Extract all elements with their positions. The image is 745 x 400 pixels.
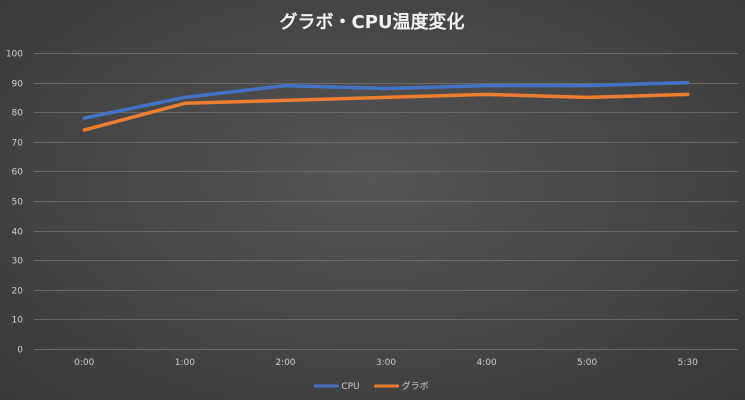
chart-title: グラボ・CPU温度変化 — [279, 11, 464, 33]
y-tick-label: 20 — [12, 287, 24, 297]
x-tick-label: 4:00 — [476, 358, 496, 368]
legend-label-2: グラボ — [402, 380, 429, 392]
x-axis-tick-labels: 0:00 1:00 2:00 3:00 4:00 5:00 5:30 — [74, 358, 698, 368]
data-point — [485, 92, 489, 96]
data-point — [686, 81, 690, 85]
data-point — [183, 101, 187, 105]
y-tick-label: 80 — [12, 109, 24, 119]
y-tick-label: 90 — [12, 80, 24, 90]
data-point — [183, 95, 187, 99]
x-tick-label: 3:00 — [376, 358, 396, 368]
y-axis-tick-labels: 0 10 20 30 40 50 60 70 80 90 100 — [6, 50, 23, 356]
x-tick-label: 5:30 — [678, 358, 698, 368]
y-tick-label: 50 — [12, 198, 24, 208]
data-point — [585, 95, 589, 99]
x-tick-label: 2:00 — [275, 358, 295, 368]
x-tick-label: 5:00 — [577, 358, 597, 368]
data-point — [82, 128, 86, 132]
x-tick-label: 0:00 — [74, 358, 94, 368]
y-tick-label: 0 — [17, 346, 23, 356]
data-point — [485, 84, 489, 88]
data-point — [585, 84, 589, 88]
data-point — [283, 98, 287, 102]
series-lines — [82, 80, 690, 132]
legend: CPU グラボ — [313, 380, 429, 392]
data-point — [384, 87, 388, 91]
y-tick-label: 70 — [12, 139, 24, 149]
data-point — [82, 116, 86, 120]
y-tick-label: 60 — [12, 168, 24, 178]
y-tick-label: 40 — [12, 228, 24, 238]
x-tick-label: 1:00 — [175, 358, 195, 368]
y-tick-label: 10 — [12, 316, 24, 326]
data-point — [283, 84, 287, 88]
data-point — [384, 95, 388, 99]
legend-label-1: CPU — [341, 382, 359, 392]
y-tick-label: 100 — [6, 50, 23, 60]
data-point — [686, 92, 690, 96]
y-tick-label: 30 — [12, 257, 24, 267]
